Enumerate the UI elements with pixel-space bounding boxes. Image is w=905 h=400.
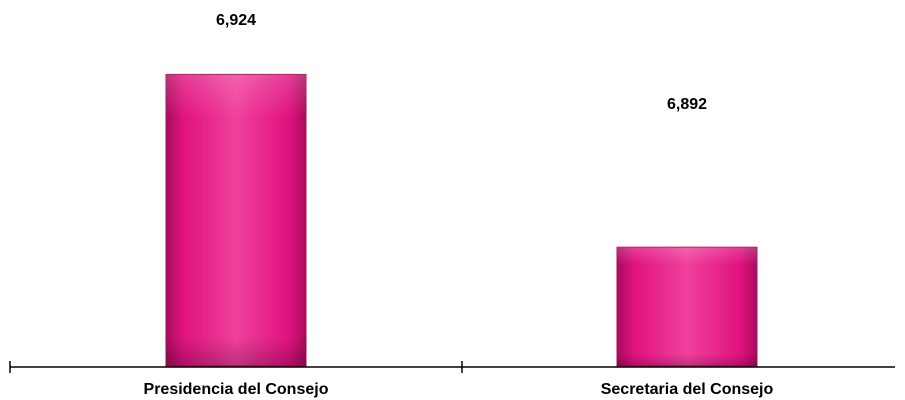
bar-presidencia-shade — [166, 74, 306, 367]
category-label-secretaria: Secretaria del Consejo — [601, 381, 774, 398]
data-label-presidencia: 6,924 — [216, 12, 256, 29]
data-label-secretaria: 6,892 — [667, 96, 707, 113]
bar-secretaria-shade — [617, 247, 757, 366]
category-label-presidencia: Presidencia del Consejo — [144, 381, 329, 398]
bars-group — [165, 73, 758, 367]
